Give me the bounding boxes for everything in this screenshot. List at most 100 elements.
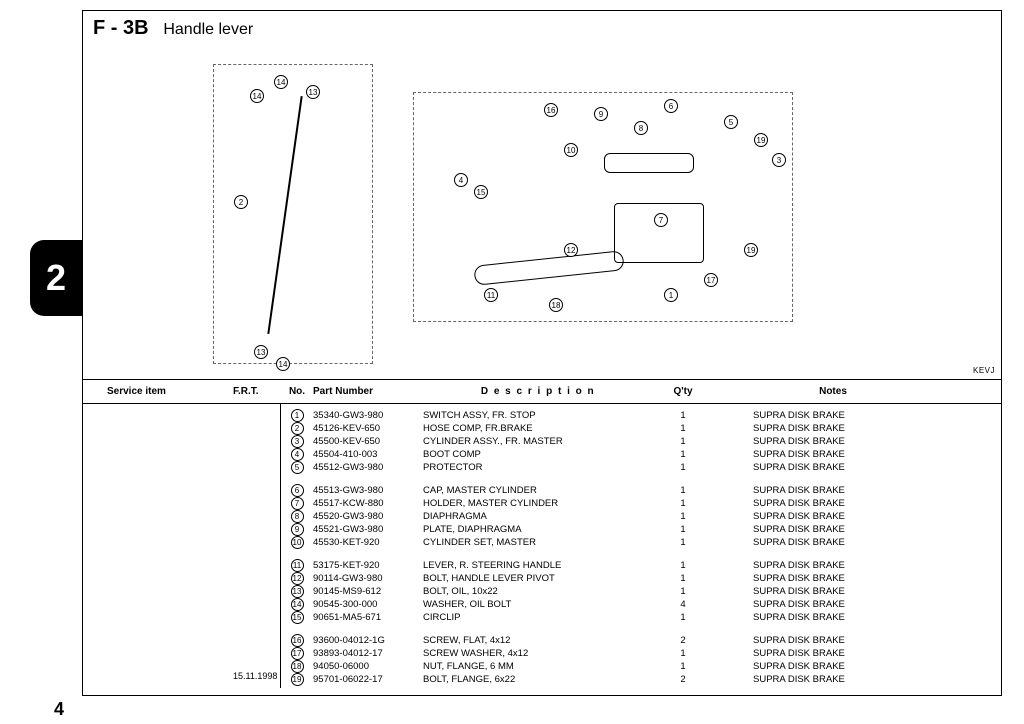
ref-number: 4 (291, 448, 304, 461)
ref-number: 6 (291, 484, 304, 497)
table-row: 545512-GW3-980PROTECTOR1SUPRA DISK BRAKE (281, 461, 1001, 474)
part-number: 90145-MS9-612 (313, 585, 423, 598)
part-qty: 1 (653, 647, 713, 660)
part-description: PROTECTOR (423, 461, 653, 474)
part-notes: SUPRA DISK BRAKE (713, 484, 953, 497)
part-number: 94050-06000 (313, 660, 423, 673)
part-description: DIAPHRAGMA (423, 510, 653, 523)
part-description: CAP, MASTER CYLINDER (423, 484, 653, 497)
table-header-row: Service item F.R.T. No. Part Number D e … (83, 380, 1001, 404)
parts-table-body: 135340-GW3-980SWITCH ASSY, FR. STOP1SUPR… (83, 404, 1001, 688)
part-number: 53175-KET-920 (313, 559, 423, 572)
diagram-callout: 6 (664, 99, 678, 113)
part-qty: 1 (653, 585, 713, 598)
page-frame: F - 3B Handle lever 14132131414 16968519… (82, 10, 1002, 696)
part-qty: 1 (653, 448, 713, 461)
col-frt: F.R.T. (233, 386, 281, 397)
table-row: 1045530-KET-920CYLINDER SET, MASTER1SUPR… (281, 536, 1001, 549)
table-row: 345500-KEV-650CYLINDER ASSY., FR. MASTER… (281, 435, 1001, 448)
diagram-callout: 16 (544, 103, 558, 117)
diagram-callout: 13 (306, 85, 320, 99)
col-no: No. (281, 386, 313, 397)
part-notes: SUPRA DISK BRAKE (713, 673, 953, 686)
part-notes: SUPRA DISK BRAKE (713, 572, 953, 585)
ref-number: 14 (291, 598, 304, 611)
part-qty: 1 (653, 660, 713, 673)
section-code: F - 3B (93, 17, 149, 40)
part-qty: 1 (653, 461, 713, 474)
diagram-callout: 11 (484, 288, 498, 302)
part-notes: SUPRA DISK BRAKE (713, 409, 953, 422)
part-description: LEVER, R. STEERING HANDLE (423, 559, 653, 572)
ref-number: 10 (291, 536, 304, 549)
part-qty: 1 (653, 435, 713, 448)
diagram-callout: 13 (254, 345, 268, 359)
part-notes: SUPRA DISK BRAKE (713, 422, 953, 435)
page-number: 4 (54, 699, 64, 720)
part-notes: SUPRA DISK BRAKE (713, 510, 953, 523)
part-notes: SUPRA DISK BRAKE (713, 585, 953, 598)
col-description: D e s c r i p t i o n (423, 386, 653, 397)
part-notes: SUPRA DISK BRAKE (713, 497, 953, 510)
model-code: KEVJ (973, 366, 995, 375)
diagram-callout: 5 (724, 115, 738, 129)
table-row: 1793893-04012-17SCREW WASHER, 4x121SUPRA… (281, 647, 1001, 660)
part-notes: SUPRA DISK BRAKE (713, 647, 953, 660)
part-notes: SUPRA DISK BRAKE (713, 523, 953, 536)
part-notes: SUPRA DISK BRAKE (713, 536, 953, 549)
part-description: SWITCH ASSY, FR. STOP (423, 409, 653, 422)
print-date: 15.11.1998 (233, 671, 277, 681)
part-qty: 2 (653, 634, 713, 647)
part-number: 45500-KEV-650 (313, 435, 423, 448)
part-qty: 1 (653, 422, 713, 435)
diagram-callout: 7 (654, 213, 668, 227)
table-row: 15 90651-MA5-671CIRCLIP1SUPRA DISK BRAKE (281, 611, 1001, 624)
ref-number: 13 (291, 585, 304, 598)
part-number: 95701-06022-17 (313, 673, 423, 686)
diagram-callout: 1 (664, 288, 678, 302)
part-qty: 1 (653, 559, 713, 572)
part-qty: 1 (653, 484, 713, 497)
part-description: SCREW WASHER, 4x12 (423, 647, 653, 660)
ref-number: 16 (291, 634, 304, 647)
ref-number: 5 (291, 461, 304, 474)
ref-number: 17 (291, 647, 304, 660)
diagram-callout: 14 (250, 89, 264, 103)
part-number: 45126-KEV-650 (313, 422, 423, 435)
ref-number: 15 (291, 611, 304, 624)
col-qty: Q'ty (653, 386, 713, 397)
ref-number: 8 (291, 510, 304, 523)
diagram-callout: 15 (474, 185, 488, 199)
table-row: 19 95701-06022-17BOLT, FLANGE, 6x222SUPRA… (281, 673, 1001, 686)
diagram-callout: 18 (549, 298, 563, 312)
part-qty: 2 (653, 673, 713, 686)
chapter-tab: 2 (30, 240, 82, 316)
diagram-callout: 4 (454, 173, 468, 187)
table-row: 135340-GW3-980SWITCH ASSY, FR. STOP1SUPR… (281, 409, 1001, 422)
ref-number: 19 (291, 673, 304, 686)
part-description: BOLT, FLANGE, 6x22 (423, 673, 653, 686)
part-number: 45517-KCW-880 (313, 497, 423, 510)
part-notes: SUPRA DISK BRAKE (713, 611, 953, 624)
part-description: WASHER, OIL BOLT (423, 598, 653, 611)
part-number: 90651-MA5-671 (313, 611, 423, 624)
diagram-callout: 9 (594, 107, 608, 121)
part-qty: 1 (653, 611, 713, 624)
diagram-master-cylinder: 16968519310415719121118117 (413, 92, 793, 322)
part-description: BOLT, HANDLE LEVER PIVOT (423, 572, 653, 585)
part-notes: SUPRA DISK BRAKE (713, 559, 953, 572)
table-row: 1894050-06000NUT, FLANGE, 6 MM1SUPRA DIS… (281, 660, 1001, 673)
part-description: CIRCLIP (423, 611, 653, 624)
section-header: F - 3B Handle lever (83, 11, 1001, 44)
table-row: 845520-GW3-980DIAPHRAGMA1SUPRA DISK BRAK… (281, 510, 1001, 523)
part-number: 90114-GW3-980 (313, 572, 423, 585)
ref-number: 1 (291, 409, 304, 422)
part-notes: SUPRA DISK BRAKE (713, 634, 953, 647)
col-service-item: Service item (83, 386, 233, 397)
part-number: 93600-04012-1G (313, 634, 423, 647)
table-row: 745517-KCW-880HOLDER, MASTER CYLINDER1SU… (281, 497, 1001, 510)
part-qty: 1 (653, 536, 713, 549)
part-qty: 1 (653, 409, 713, 422)
table-row: 245126-KEV-650HOSE COMP, FR.BRAKE1SUPRA … (281, 422, 1001, 435)
part-description: HOLDER, MASTER CYLINDER (423, 497, 653, 510)
